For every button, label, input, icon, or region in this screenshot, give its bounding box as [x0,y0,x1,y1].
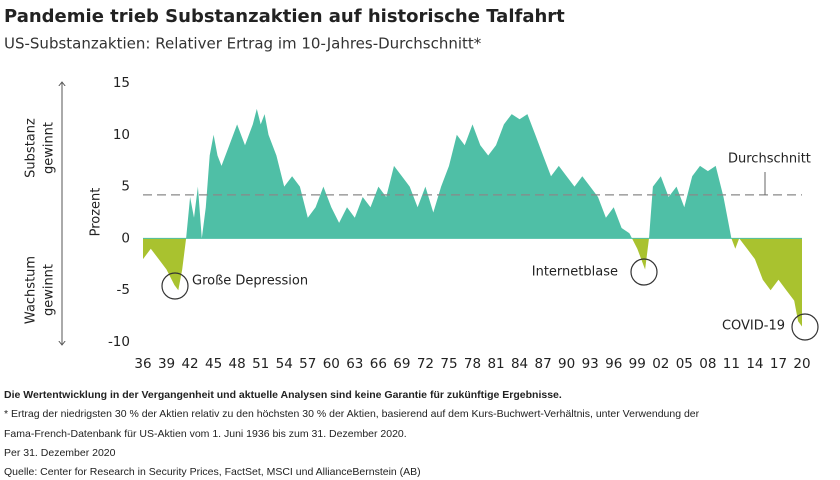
x-tick-label: 54 [276,356,293,372]
x-tick-label: 93 [582,356,599,372]
note: Quelle: Center for Research in Security … [4,466,421,478]
x-tick-label: 57 [299,356,316,372]
annotation: COVID-19 [722,319,785,334]
x-tick-label: 11 [723,356,740,372]
average-label: Durchschnitt [728,152,811,167]
side-label: gewinnt [42,122,57,174]
x-tick-label: 78 [464,356,481,372]
x-tick-label: 39 [158,356,175,372]
chart-subtitle: US-Substanzaktien: Relativer Ertrag im 1… [4,35,482,53]
x-tick-label: 02 [652,356,669,372]
annotation-circle [630,258,658,286]
note: Die Wertentwicklung in der Vergangenheit… [4,389,562,401]
annotation: Internetblase [532,265,618,280]
x-tick-label: 90 [558,356,575,372]
y-tick-label: 15 [113,75,130,91]
y-tick-label: 0 [121,230,130,246]
x-tick-label: 75 [440,356,457,372]
x-tick-label: 17 [770,356,787,372]
x-tick-label: 60 [323,356,340,372]
x-tick-label: 51 [252,356,269,372]
x-tick-label: 87 [535,356,552,372]
side-label: Substanz [24,118,39,178]
note: * Ertrag der niedrigsten 30 % der Aktien… [4,408,700,420]
y-tick-label: 5 [121,179,130,195]
area [143,108,802,327]
x-tick-label: 45 [205,356,222,372]
x-tick-label: 14 [746,356,763,372]
annotation-circle [791,313,819,341]
x-tick-label: 72 [417,356,434,372]
chart-title: Pandemie trieb Substanzaktien auf histor… [4,6,565,27]
x-tick-label: 42 [181,356,198,372]
side-label: gewinnt [42,264,57,316]
x-tick-label: 66 [370,356,387,372]
annotation-circle [161,272,189,300]
annotation: Große Depression [192,274,308,289]
y-tick-label: 10 [113,127,130,143]
side-label: Wachstum [24,256,39,324]
x-tick-label: 48 [229,356,246,372]
x-tick-label: 84 [511,356,528,372]
x-tick-label: 96 [605,356,622,372]
x-tick-label: 05 [676,356,693,372]
note: Per 31. Dezember 2020 [4,447,116,459]
x-tick-label: 08 [699,356,716,372]
x-tick-label: 63 [346,356,363,372]
x-tick-label: 20 [793,356,810,372]
x-tick-label: 36 [134,356,151,372]
x-tick-label: 69 [393,356,410,372]
y-axis-label: Prozent [89,188,104,237]
x-tick-label: 81 [487,356,504,372]
note: Fama-French-Datenbank für US-Aktien vom … [4,428,407,440]
x-tick-label: 99 [629,356,646,372]
y-tick-label: -10 [108,334,130,350]
y-tick-label: -5 [117,282,130,298]
